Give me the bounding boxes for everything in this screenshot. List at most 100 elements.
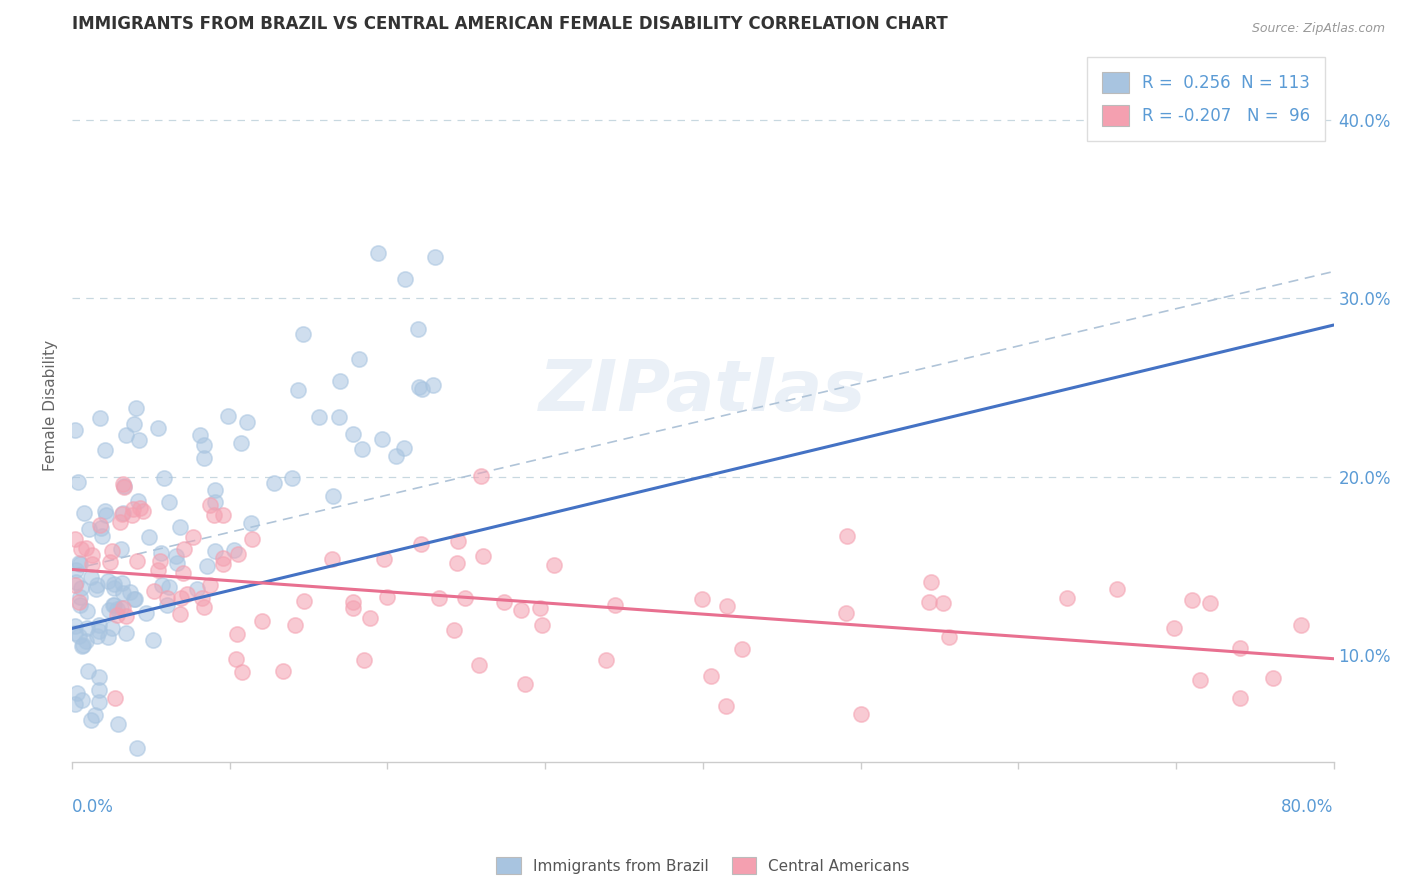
Point	[72, 638, 94, 652]
Point	[595, 653, 617, 667]
Point	[716, 599, 738, 613]
Point	[83, 707, 105, 722]
Point	[408, 322, 430, 336]
Point	[454, 591, 477, 606]
Point	[443, 623, 465, 637]
Point	[329, 374, 352, 388]
Point	[169, 591, 191, 605]
Point	[834, 606, 856, 620]
Point	[118, 584, 141, 599]
Point	[67, 629, 90, 643]
Point	[110, 541, 132, 556]
Point	[146, 563, 169, 577]
Point	[69, 590, 91, 604]
Point	[84, 582, 107, 596]
Point	[111, 576, 134, 591]
Point	[67, 556, 90, 570]
Point	[427, 591, 450, 605]
Point	[173, 541, 195, 556]
Point	[69, 558, 91, 572]
Point	[104, 690, 127, 705]
Point	[172, 566, 194, 580]
Point	[63, 697, 86, 711]
Point	[231, 665, 253, 680]
Point	[529, 600, 551, 615]
Point	[80, 558, 103, 572]
Point	[124, 592, 146, 607]
Legend: R =  0.256  N = 113, R = -0.207   N =  96: R = 0.256 N = 113, R = -0.207 N = 96	[1087, 57, 1326, 141]
Point	[169, 607, 191, 622]
Point	[920, 575, 942, 590]
Point	[98, 555, 121, 569]
Point	[98, 603, 121, 617]
Point	[1188, 673, 1211, 687]
Point	[240, 532, 263, 546]
Point	[849, 706, 872, 721]
Point	[112, 600, 135, 615]
Point	[1199, 596, 1222, 610]
Point	[446, 556, 468, 570]
Point	[375, 590, 398, 604]
Point	[422, 378, 444, 392]
Point	[67, 595, 90, 609]
Point	[122, 592, 145, 607]
Point	[229, 435, 252, 450]
Point	[1229, 690, 1251, 705]
Point	[112, 586, 135, 600]
Point	[292, 326, 315, 341]
Point	[515, 677, 537, 691]
Point	[423, 250, 446, 264]
Point	[250, 614, 273, 628]
Point	[384, 449, 406, 463]
Point	[472, 549, 495, 563]
Point	[470, 468, 492, 483]
Point	[156, 591, 179, 606]
Point	[80, 570, 103, 584]
Point	[107, 608, 129, 623]
Y-axis label: Female Disability: Female Disability	[44, 340, 58, 471]
Point	[193, 599, 215, 614]
Point	[122, 501, 145, 516]
Point	[111, 508, 134, 522]
Point	[918, 595, 941, 609]
Point	[138, 530, 160, 544]
Point	[107, 717, 129, 731]
Point	[281, 470, 304, 484]
Point	[731, 641, 754, 656]
Point	[531, 618, 554, 632]
Text: 0.0%: 0.0%	[72, 798, 114, 816]
Point	[1163, 621, 1185, 635]
Point	[352, 442, 374, 456]
Point	[73, 506, 96, 520]
Point	[75, 633, 97, 648]
Point	[235, 415, 257, 429]
Point	[148, 554, 170, 568]
Point	[349, 352, 371, 367]
Point	[191, 591, 214, 605]
Point	[193, 438, 215, 452]
Point	[222, 543, 245, 558]
Point	[128, 434, 150, 448]
Point	[181, 530, 204, 544]
Point	[240, 516, 263, 530]
Point	[148, 421, 170, 435]
Point	[132, 504, 155, 518]
Point	[837, 529, 859, 543]
Point	[70, 581, 93, 595]
Text: 80.0%: 80.0%	[1281, 798, 1334, 816]
Point	[271, 664, 294, 678]
Point	[494, 595, 516, 609]
Point	[157, 580, 180, 594]
Point	[394, 272, 416, 286]
Legend: Immigrants from Brazil, Central Americans: Immigrants from Brazil, Central American…	[491, 851, 915, 880]
Point	[509, 603, 531, 617]
Point	[212, 508, 235, 522]
Point	[1056, 591, 1078, 606]
Point	[76, 604, 98, 618]
Point	[328, 410, 350, 425]
Point	[67, 475, 90, 489]
Point	[411, 382, 433, 396]
Point	[292, 594, 315, 608]
Point	[204, 483, 226, 497]
Point	[342, 594, 364, 608]
